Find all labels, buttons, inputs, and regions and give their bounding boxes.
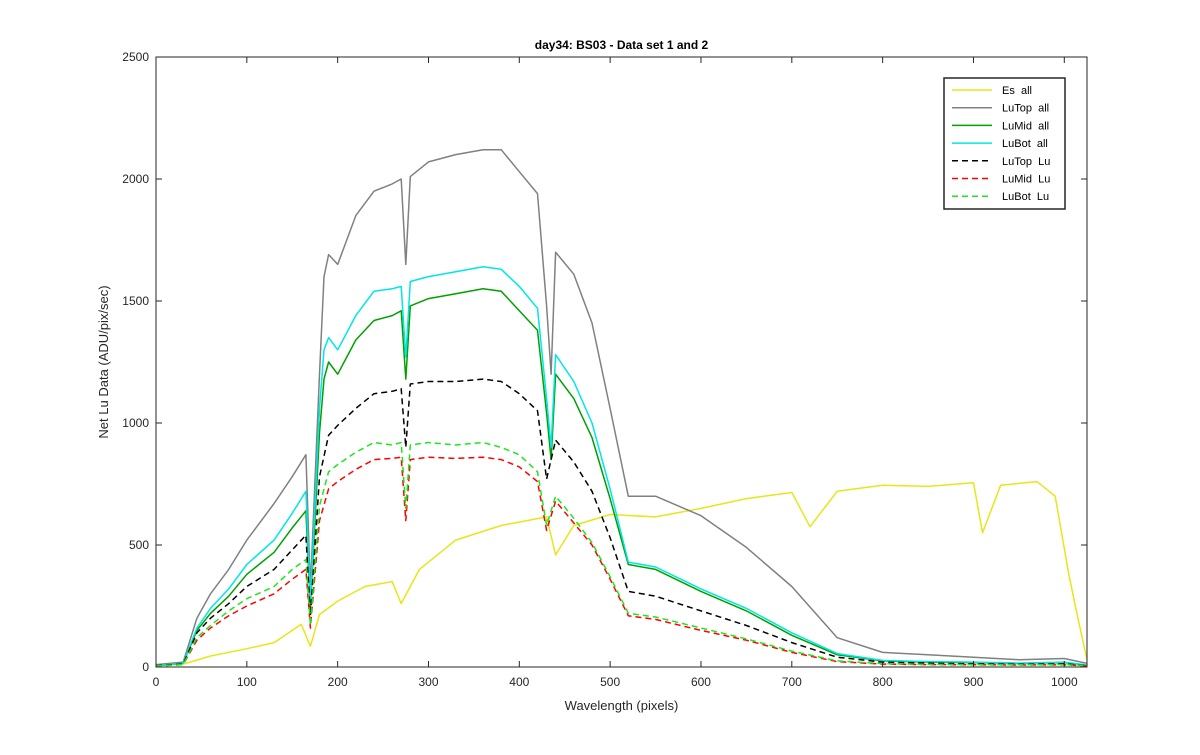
legend-items: Es all LuTop all LuMid all LuBot all LuTop L… <box>952 85 1050 203</box>
x-tick-label: 800 <box>873 675 893 689</box>
y-tick-label: 1000 <box>122 416 149 430</box>
x-tick-label: 700 <box>782 675 802 689</box>
series-line <box>155 456 1088 667</box>
series-line <box>155 148 1088 666</box>
plot-frame <box>155 56 1088 668</box>
y-tick-label: 0 <box>142 660 149 674</box>
x-tick-label: 0 <box>153 675 160 689</box>
legend-label: LuMid Lu <box>1002 174 1050 186</box>
x-tick-label: 600 <box>691 675 711 689</box>
legend: Es all LuTop all LuMid all LuBot all LuTop L… <box>943 77 1066 210</box>
x-tick-label: 500 <box>600 675 620 689</box>
series-line <box>155 480 1088 667</box>
y-tick-label: 500 <box>129 538 149 552</box>
series-layer <box>155 148 1088 667</box>
y-tick-label: 2000 <box>122 172 149 186</box>
x-tick-label: 1000 <box>1051 675 1078 689</box>
y-tick-label: 1500 <box>122 294 149 308</box>
x-tick-label: 300 <box>418 675 438 689</box>
tick-layer: 0 100 200 300 400 500 600 700 800 900 1000 0 500 1000… <box>122 50 1087 689</box>
x-tick-label: 400 <box>509 675 529 689</box>
chart-title: day34: BS03 - Data set 1 and 2 <box>535 38 709 52</box>
y-axis-label: Net Lu Data (ADU/pix/sec) <box>96 285 111 438</box>
x-axis-label: Wavelength (pixels) <box>565 698 679 713</box>
legend-label: LuTop all <box>1002 103 1049 115</box>
legend-label: LuBot all <box>1002 138 1048 150</box>
legend-label: LuTop Lu <box>1002 156 1050 168</box>
x-tick-label: 100 <box>237 675 257 689</box>
legend-label: Es all <box>1002 85 1032 97</box>
series-line <box>155 378 1088 667</box>
x-tick-label: 900 <box>963 675 983 689</box>
y-tick-label: 2500 <box>122 50 149 64</box>
series-line <box>155 288 1088 667</box>
series-line <box>155 266 1088 667</box>
x-tick-label: 200 <box>328 675 348 689</box>
legend-label: LuBot Lu <box>1002 191 1049 203</box>
legend-label: LuMid all <box>1002 120 1049 132</box>
series-line <box>155 441 1088 667</box>
